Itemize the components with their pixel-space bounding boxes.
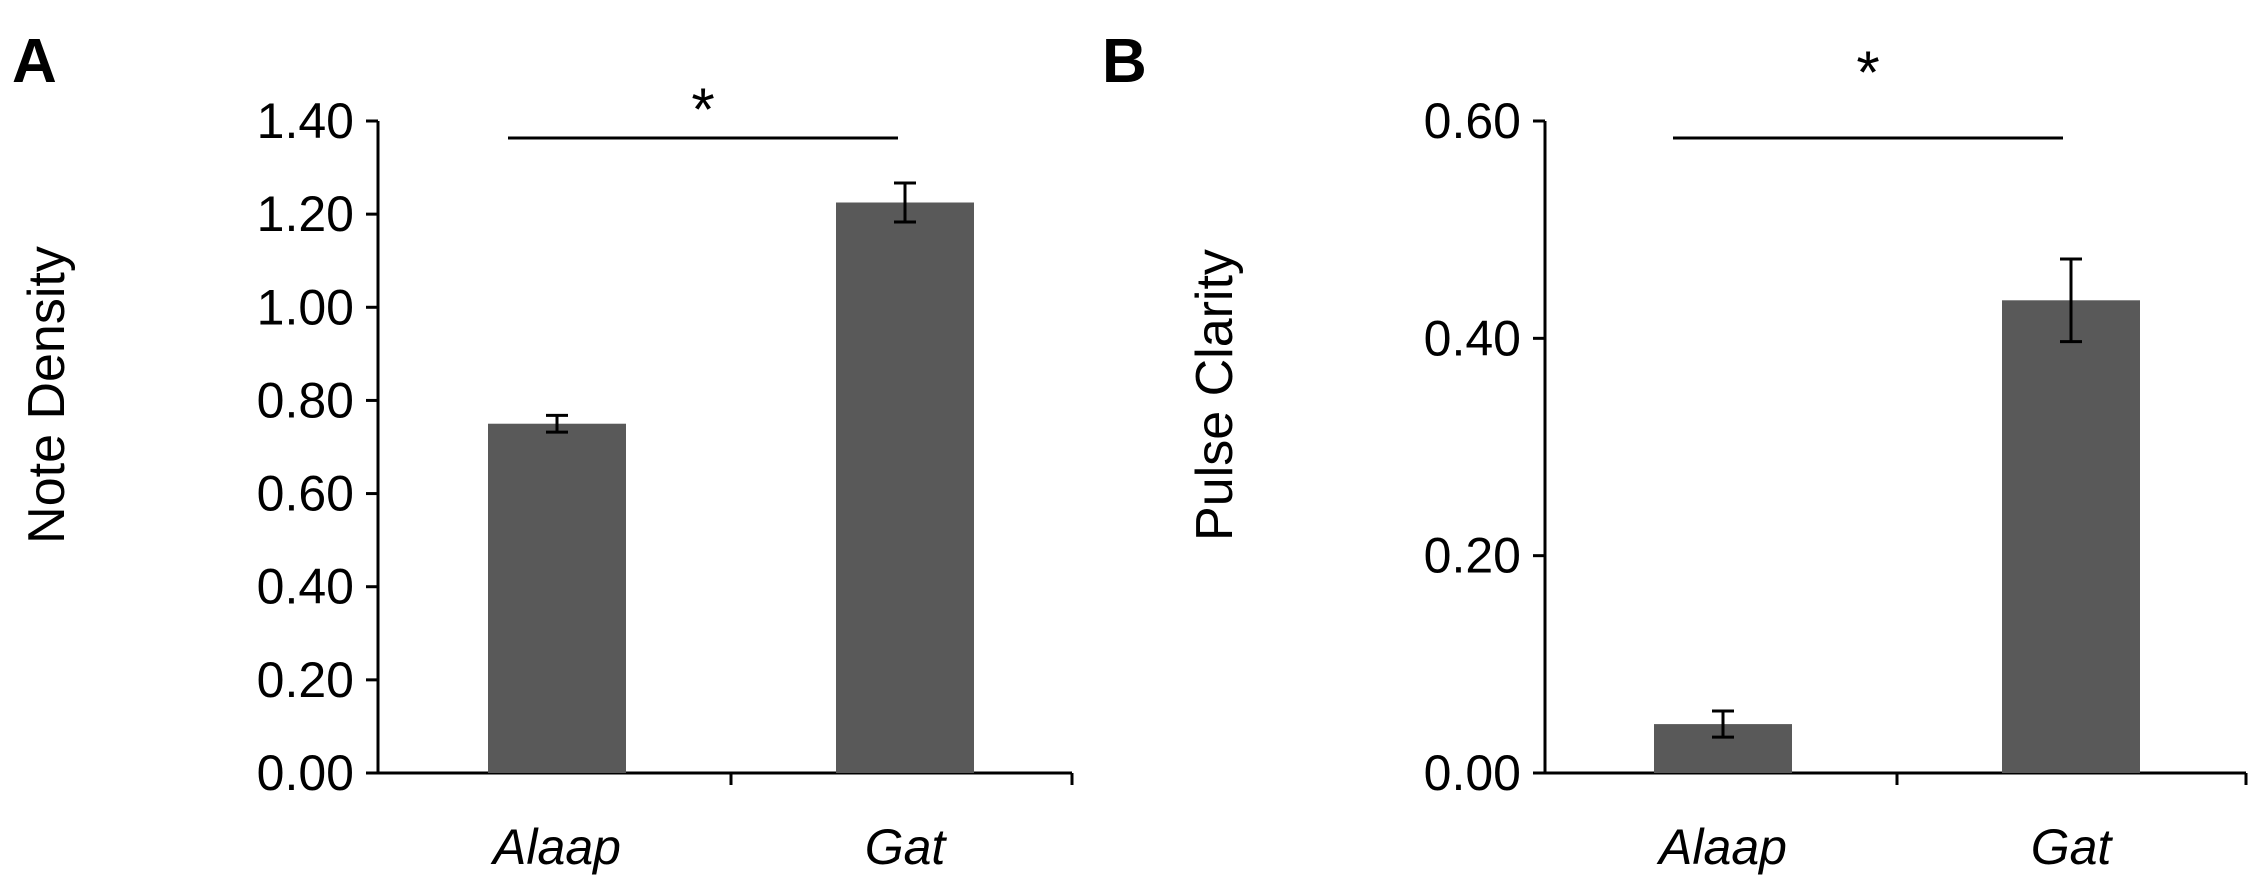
y-axis-title: Pulse Clarity (1186, 249, 1244, 541)
bar (2002, 300, 2140, 773)
y-tick-label: 0.00 (257, 745, 354, 801)
y-tick-label: 0.80 (257, 372, 354, 428)
y-tick-label: 0.20 (1424, 528, 1521, 584)
y-tick-label: 0.00 (1424, 745, 1521, 801)
y-tick-label: 1.20 (257, 186, 354, 242)
y-tick-label: 1.00 (257, 279, 354, 335)
y-tick-label: 0.40 (257, 559, 354, 615)
y-tick-label: 0.60 (257, 466, 354, 522)
y-axis-title: Note Density (18, 246, 76, 544)
x-category-label: Gat (2031, 819, 2114, 875)
y-tick-label: 0.40 (1424, 310, 1521, 366)
panel-a: A 0.00 0.20 0.40 0.60 0.80 1.00 1.20 1.40 Alaap Ga… (12, 27, 1074, 875)
x-category-label: Alaap (490, 819, 621, 875)
panel-letter: B (1102, 27, 1147, 96)
x-category-label: Alaap (1656, 819, 1787, 875)
bar (488, 423, 626, 773)
x-category-label: Gat (865, 819, 948, 875)
bar (836, 202, 974, 773)
panel-b: B 0.00 0.20 0.40 0.60 Alaap Gat Pulse Clarity * (1102, 27, 2248, 875)
significance-star: * (691, 76, 714, 143)
y-tick-label: 1.40 (257, 93, 354, 149)
panel-letter: A (12, 27, 57, 96)
significance-star: * (1856, 39, 1879, 106)
y-tick-label: 0.60 (1424, 93, 1521, 149)
y-tick-label: 0.20 (257, 652, 354, 708)
